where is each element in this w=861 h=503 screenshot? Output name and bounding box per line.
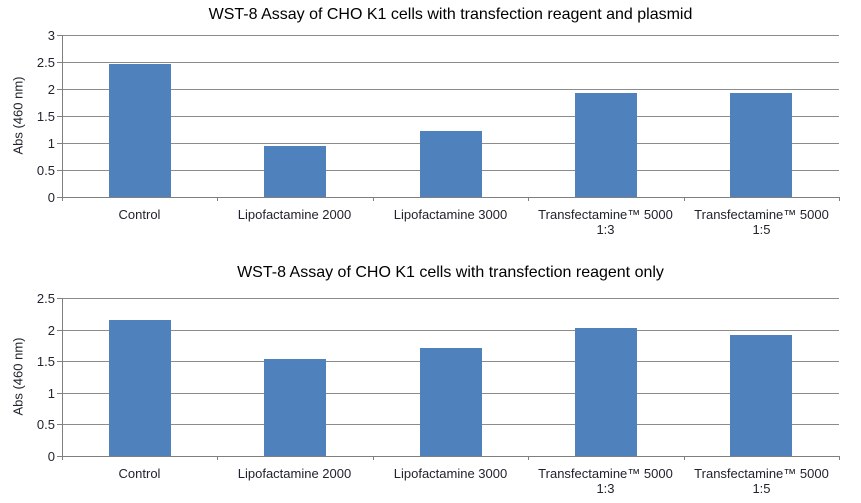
y-axis-title: Abs (460 nm) xyxy=(10,337,26,416)
chart-transfection-only: WST-8 Assay of CHO K1 cells with transfe… xyxy=(0,252,861,503)
x-tick-mark xyxy=(62,197,63,201)
x-tick-mark xyxy=(217,197,218,201)
x-axis-line xyxy=(62,197,839,198)
y-tick-label: 1 xyxy=(47,136,55,151)
x-tick-mark xyxy=(839,456,840,460)
x-category-label: Transfectamine™ 5000 1:3 xyxy=(538,466,673,497)
x-tick-mark xyxy=(839,197,840,201)
x-category-label: Control xyxy=(118,466,161,481)
x-tick-mark xyxy=(373,456,374,460)
x-tick-mark xyxy=(373,197,374,201)
y-tick-mark xyxy=(57,298,62,299)
y-tick-mark xyxy=(57,330,62,331)
x-category-label: Transfectamine™ 5000 1:5 xyxy=(694,207,829,238)
bar xyxy=(575,93,637,197)
bar xyxy=(420,348,482,456)
y-tick-mark xyxy=(57,116,62,117)
y-axis-line xyxy=(62,35,63,201)
bar xyxy=(109,320,171,456)
y-tick-label: 2 xyxy=(47,82,55,97)
y-tick-mark xyxy=(57,361,62,362)
x-tick-mark xyxy=(528,197,529,201)
bar xyxy=(420,131,482,197)
x-axis-line xyxy=(62,456,839,457)
y-tick-label: 2.5 xyxy=(36,291,55,306)
x-tick-mark xyxy=(217,456,218,460)
chart-title: WST-8 Assay of CHO K1 cells with transfe… xyxy=(208,6,693,23)
gridline xyxy=(62,89,839,90)
gridline xyxy=(62,62,839,63)
x-tick-mark xyxy=(684,197,685,201)
y-tick-mark xyxy=(57,424,62,425)
y-tick-label: 1.5 xyxy=(36,109,55,124)
bar xyxy=(730,93,792,197)
x-category-label: Lipofactamine 3000 xyxy=(393,466,508,481)
y-tick-mark xyxy=(57,35,62,36)
y-tick-mark xyxy=(57,197,62,198)
bar xyxy=(575,328,637,456)
chart-transfection-plasmid: WST-8 Assay of CHO K1 cells with transfe… xyxy=(11,6,840,238)
y-tick-mark xyxy=(57,62,62,63)
x-category-label: Lipofactamine 2000 xyxy=(237,466,352,481)
y-tick-mark xyxy=(57,170,62,171)
y-tick-mark xyxy=(57,393,62,394)
y-tick-mark xyxy=(57,456,62,457)
y-tick-label: 1.5 xyxy=(36,354,55,369)
y-tick-label: 0.5 xyxy=(36,163,55,178)
gridline xyxy=(62,330,839,331)
y-tick-label: 0 xyxy=(47,449,55,464)
bar xyxy=(109,64,171,197)
x-category-label: Lipofactamine 3000 xyxy=(393,207,508,222)
y-tick-mark xyxy=(57,143,62,144)
y-tick-label: 2.5 xyxy=(36,55,55,70)
gridline xyxy=(62,116,839,117)
bar xyxy=(264,146,326,197)
x-category-label: Transfectamine™ 5000 1:5 xyxy=(694,466,829,497)
y-tick-mark xyxy=(57,89,62,90)
chart-title: WST-8 Assay of CHO K1 cells with transfe… xyxy=(237,264,664,281)
y-tick-label: 0 xyxy=(47,190,55,205)
x-category-label: Lipofactamine 2000 xyxy=(237,207,352,222)
y-axis-line xyxy=(62,298,63,460)
y-tick-label: 0.5 xyxy=(36,417,55,432)
x-category-label: Control xyxy=(118,207,161,222)
y-tick-label: 2 xyxy=(47,323,55,338)
bar xyxy=(730,335,792,456)
bar xyxy=(264,359,326,456)
gridline xyxy=(62,35,839,36)
y-tick-label: 3 xyxy=(47,28,55,43)
x-category-label: Transfectamine™ 5000 1:3 xyxy=(538,207,673,238)
x-tick-mark xyxy=(684,456,685,460)
y-tick-label: 1 xyxy=(47,386,55,401)
x-tick-mark xyxy=(528,456,529,460)
x-tick-mark xyxy=(62,456,63,460)
gridline xyxy=(62,298,839,299)
